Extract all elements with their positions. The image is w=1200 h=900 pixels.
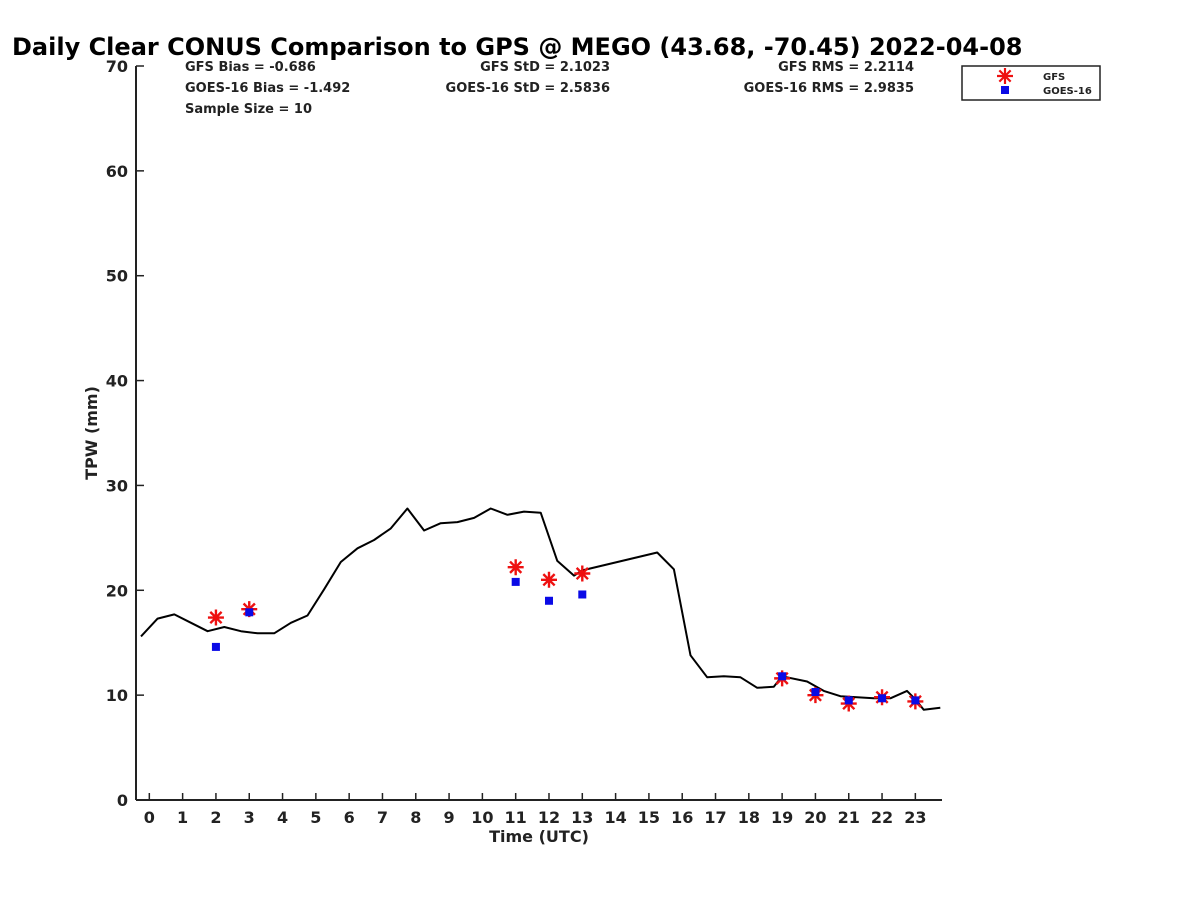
stat-annotation: GOES-16 StD = 2.5836	[446, 81, 610, 96]
y-ticks: 0 10 20 30 40 50 60 70	[106, 57, 144, 810]
stat-annotation: GFS Bias = -0.686	[185, 60, 316, 75]
x-tick-label: 17	[704, 808, 726, 827]
stat-annotation: GFS RMS = 2.2114	[778, 60, 914, 75]
gfs-point	[574, 565, 591, 582]
goes16-point	[511, 577, 520, 586]
x-ticks: 0 1 2 3 4 5 6 7 8 9 10 11 12 13 14 15 16 17 18 19 20 21 22 23	[144, 793, 926, 827]
x-tick-label: 7	[377, 808, 388, 827]
x-tick-label: 14	[604, 808, 626, 827]
x-tick-label: 6	[344, 808, 355, 827]
stat-annotation: GOES-16 RMS = 2.9835	[744, 81, 914, 96]
y-tick-label: 30	[106, 476, 128, 495]
goes16-point	[844, 696, 853, 705]
x-tick-label: 18	[738, 808, 760, 827]
legend-goes16-marker	[1001, 86, 1009, 94]
x-tick-label: 12	[538, 808, 560, 827]
y-tick-label: 0	[117, 791, 128, 810]
stat-annotation: GOES-16 Bias = -1.492	[185, 81, 350, 96]
x-tick-label: 20	[804, 808, 826, 827]
y-tick-label: 40	[106, 372, 128, 391]
goes16-point	[211, 642, 220, 651]
x-tick-label: 22	[871, 808, 893, 827]
gps-series-line	[140, 507, 941, 711]
legend-box	[961, 65, 1101, 101]
x-tick-label: 1	[177, 808, 188, 827]
x-tick-label: 5	[310, 808, 321, 827]
x-axis-label: Time (UTC)	[489, 827, 589, 846]
goes16-point	[911, 696, 920, 705]
legend-label: GOES-16	[1043, 86, 1092, 97]
gfs-point	[507, 559, 524, 576]
stats-annotations: GFS Bias = -0.686 GFS StD = 2.1023 GFS RMS…	[185, 60, 914, 117]
chart-title: Daily Clear CONUS Comparison to GPS @ ME…	[12, 33, 1022, 61]
goes16-point	[544, 596, 553, 605]
x-tick-label: 23	[904, 808, 926, 827]
x-tick-label: 2	[210, 808, 221, 827]
y-tick-label: 50	[106, 267, 128, 286]
goes16-point	[778, 672, 787, 681]
goes16-point	[578, 590, 587, 599]
x-tick-label: 9	[444, 808, 455, 827]
x-tick-label: 15	[638, 808, 660, 827]
x-tick-label: 21	[838, 808, 860, 827]
y-tick-label: 60	[106, 162, 128, 181]
legend-label: GFS	[1043, 72, 1065, 83]
gfs-point	[540, 571, 557, 588]
legend-gfs-marker	[997, 68, 1013, 84]
x-tick-label: 0	[144, 808, 155, 827]
x-tick-label: 11	[505, 808, 527, 827]
y-tick-label: 20	[106, 581, 128, 600]
series-marks	[140, 507, 941, 712]
y-axis-label: TPW (mm)	[82, 386, 101, 480]
gfs-point	[207, 609, 224, 626]
y-tick-label: 70	[106, 57, 128, 76]
stat-annotation: GFS StD = 2.1023	[480, 60, 610, 75]
axes	[135, 66, 942, 801]
stat-annotation: Sample Size = 10	[185, 102, 312, 117]
goes16-point	[878, 694, 887, 703]
x-tick-label: 13	[571, 808, 593, 827]
x-tick-label: 8	[410, 808, 421, 827]
x-tick-label: 19	[771, 808, 793, 827]
x-tick-label: 4	[277, 808, 288, 827]
y-tick-label: 10	[106, 686, 128, 705]
goes16-point	[811, 687, 820, 696]
legend: GFS GOES-16	[961, 65, 1101, 101]
goes16-point	[245, 608, 254, 617]
x-tick-label: 10	[471, 808, 493, 827]
x-tick-label: 16	[671, 808, 693, 827]
x-tick-label: 3	[244, 808, 255, 827]
